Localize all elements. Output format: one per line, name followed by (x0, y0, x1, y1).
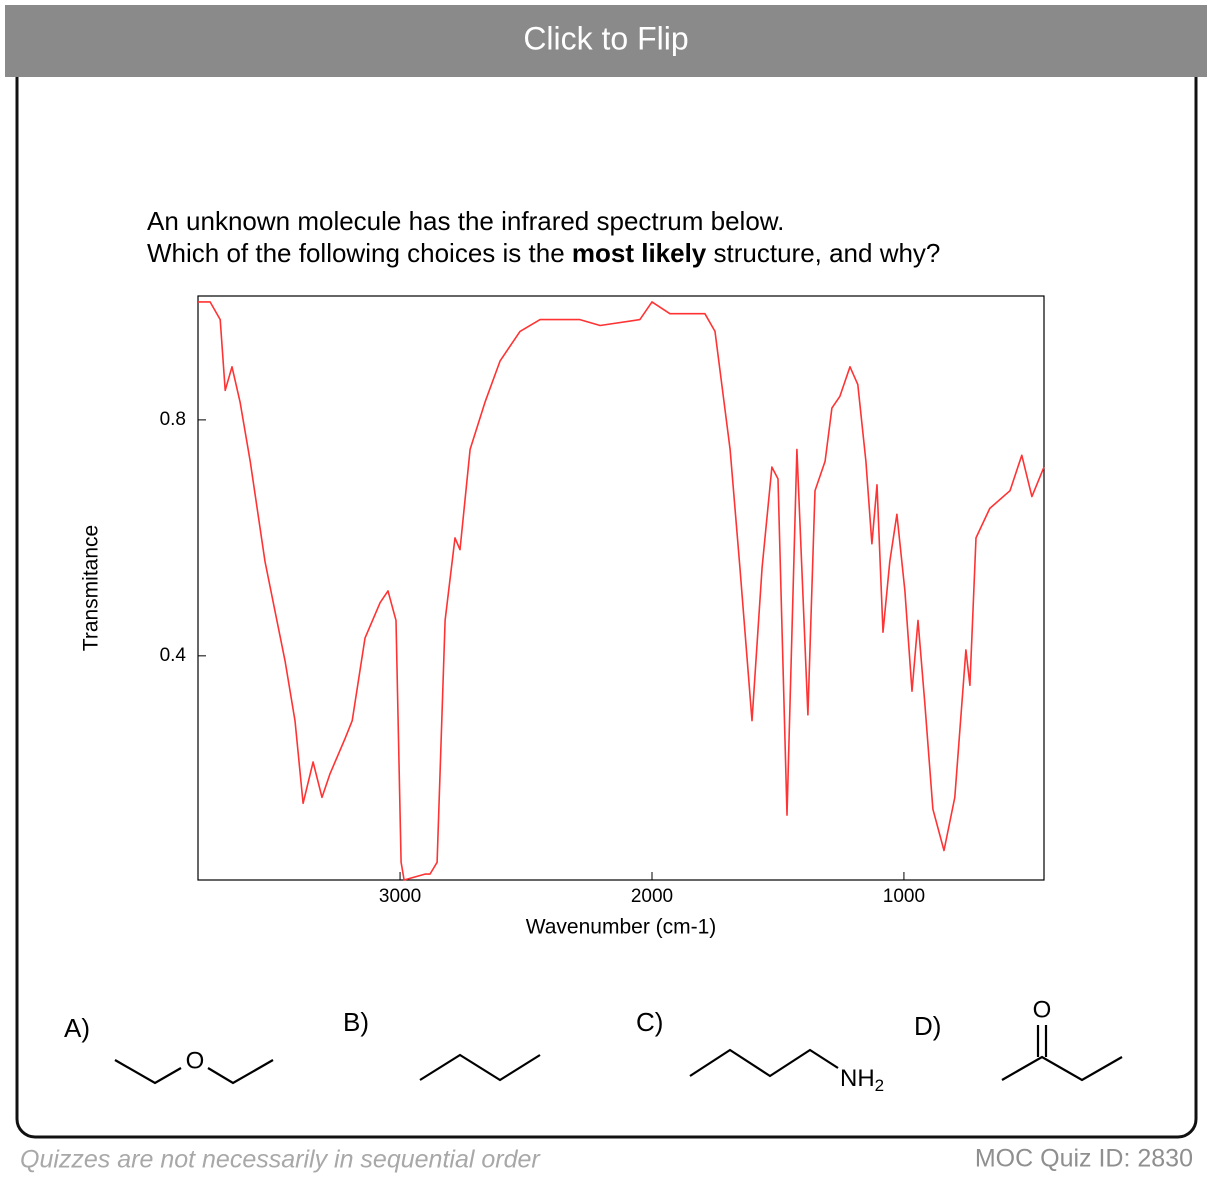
choice-label: B) (343, 1007, 369, 1037)
x-axis-label: Wavenumber (cm-1) (526, 916, 717, 939)
footer-note: Quizzes are not necessarily in sequentia… (20, 1146, 541, 1174)
atom-label: O (186, 1047, 205, 1074)
y-tick-label: 0.4 (160, 645, 187, 666)
molecule-bond (1001, 1055, 1123, 1082)
flip-bar[interactable] (5, 5, 1207, 77)
question-text: Which of the following choices is the (147, 238, 572, 268)
molecule-bond (689, 1048, 839, 1078)
quiz-id: MOC Quiz ID: 2830 (975, 1145, 1193, 1173)
atom-text: NH (840, 1065, 875, 1092)
question-line: Which of the following choices is the mo… (147, 238, 940, 268)
ir-spectrum-chart: Wavenumber (cm-1) Transmitance 3000 2000 1… (80, 295, 1045, 939)
spectrum-line (198, 301, 1045, 881)
atom-label: NH2 (840, 1065, 884, 1095)
question-line: An unknown molecule has the infrared spe… (147, 206, 784, 236)
flip-button[interactable]: Click to Flip (523, 20, 688, 56)
plot-frame (197, 295, 1045, 881)
molecule-bond (207, 1059, 274, 1085)
question-emphasis: most likely (572, 238, 707, 268)
choice-label: A) (64, 1013, 90, 1043)
card (15, 10, 1198, 1139)
molecule-bond (419, 1053, 541, 1082)
y-axis-label: Transmitance (80, 525, 103, 651)
molecule-bond (114, 1059, 182, 1085)
atom-label: O (1033, 996, 1052, 1023)
y-tick-label: 0.8 (160, 409, 186, 430)
question-text: structure, and why? (706, 238, 940, 268)
choice-label: D) (914, 1011, 941, 1041)
choice-label: C) (636, 1007, 663, 1037)
x-tick-label: 2000 (631, 886, 673, 907)
atom-subscript: 2 (875, 1076, 884, 1095)
x-tick-label: 3000 (379, 886, 421, 907)
x-tick-label: 1000 (883, 886, 925, 907)
